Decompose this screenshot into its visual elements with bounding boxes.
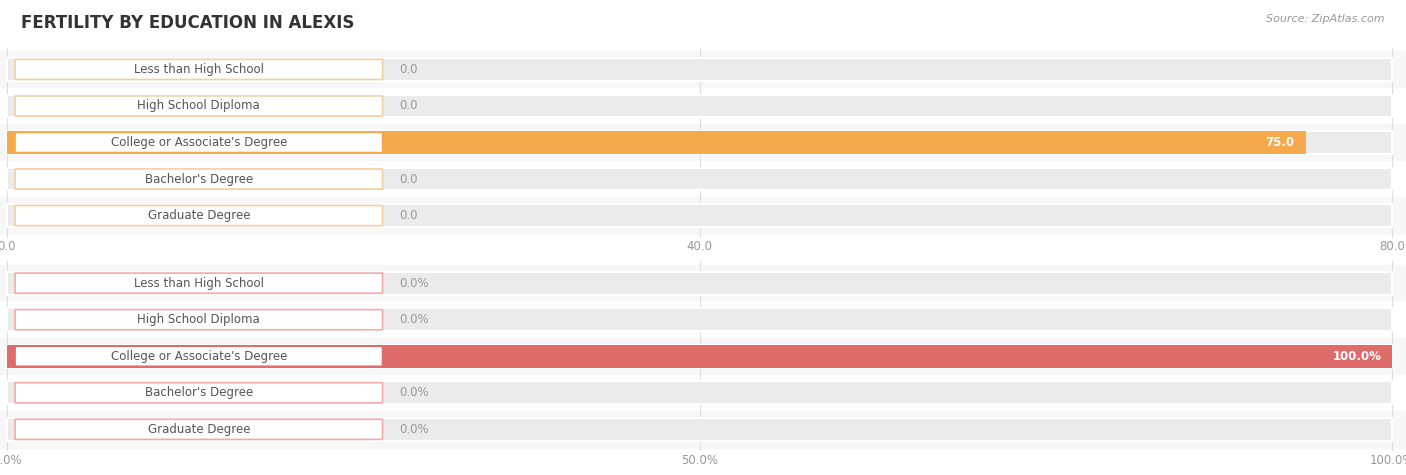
FancyBboxPatch shape xyxy=(15,133,382,152)
Text: Bachelor's Degree: Bachelor's Degree xyxy=(145,172,253,186)
Text: 0.0%: 0.0% xyxy=(399,386,429,399)
Text: 0.0: 0.0 xyxy=(399,209,418,222)
FancyBboxPatch shape xyxy=(15,206,382,226)
Text: College or Associate's Degree: College or Associate's Degree xyxy=(111,350,287,363)
Bar xyxy=(7,381,1392,404)
FancyBboxPatch shape xyxy=(15,273,382,293)
Bar xyxy=(0,265,1406,302)
FancyBboxPatch shape xyxy=(15,169,382,189)
Bar xyxy=(7,131,1392,154)
Text: Source: ZipAtlas.com: Source: ZipAtlas.com xyxy=(1267,14,1385,24)
Bar xyxy=(7,95,1392,117)
Text: Less than High School: Less than High School xyxy=(134,63,264,76)
Bar xyxy=(0,124,1406,161)
Text: 0.0%: 0.0% xyxy=(399,276,429,290)
Text: Bachelor's Degree: Bachelor's Degree xyxy=(145,386,253,399)
Text: High School Diploma: High School Diploma xyxy=(138,99,260,113)
Bar xyxy=(7,204,1392,227)
Bar xyxy=(7,272,1392,294)
Text: Graduate Degree: Graduate Degree xyxy=(148,423,250,436)
Text: 0.0: 0.0 xyxy=(399,172,418,186)
FancyBboxPatch shape xyxy=(15,310,382,330)
FancyBboxPatch shape xyxy=(15,346,382,366)
Text: Graduate Degree: Graduate Degree xyxy=(148,209,250,222)
Text: FERTILITY BY EDUCATION IN ALEXIS: FERTILITY BY EDUCATION IN ALEXIS xyxy=(21,14,354,32)
Bar xyxy=(7,418,1392,441)
Bar xyxy=(0,374,1406,411)
Bar xyxy=(0,302,1406,338)
Text: 0.0: 0.0 xyxy=(399,63,418,76)
Bar xyxy=(7,58,1392,81)
Text: 100.0%: 100.0% xyxy=(1333,350,1381,363)
Bar xyxy=(7,308,1392,331)
FancyBboxPatch shape xyxy=(15,383,382,403)
Bar xyxy=(7,131,1306,154)
Bar xyxy=(0,161,1406,197)
FancyBboxPatch shape xyxy=(15,419,382,439)
Bar xyxy=(7,168,1392,190)
Bar xyxy=(0,338,1406,374)
FancyBboxPatch shape xyxy=(15,96,382,116)
Text: 75.0: 75.0 xyxy=(1265,136,1295,149)
Bar xyxy=(0,197,1406,234)
Text: 0.0: 0.0 xyxy=(399,99,418,113)
Text: 0.0%: 0.0% xyxy=(399,423,429,436)
FancyBboxPatch shape xyxy=(15,59,382,79)
Text: High School Diploma: High School Diploma xyxy=(138,313,260,326)
Bar xyxy=(0,411,1406,447)
Bar xyxy=(7,345,1392,368)
Bar xyxy=(7,345,1392,368)
Text: 0.0%: 0.0% xyxy=(399,313,429,326)
Bar xyxy=(0,51,1406,88)
Text: College or Associate's Degree: College or Associate's Degree xyxy=(111,136,287,149)
Text: Less than High School: Less than High School xyxy=(134,276,264,290)
Bar xyxy=(0,88,1406,124)
